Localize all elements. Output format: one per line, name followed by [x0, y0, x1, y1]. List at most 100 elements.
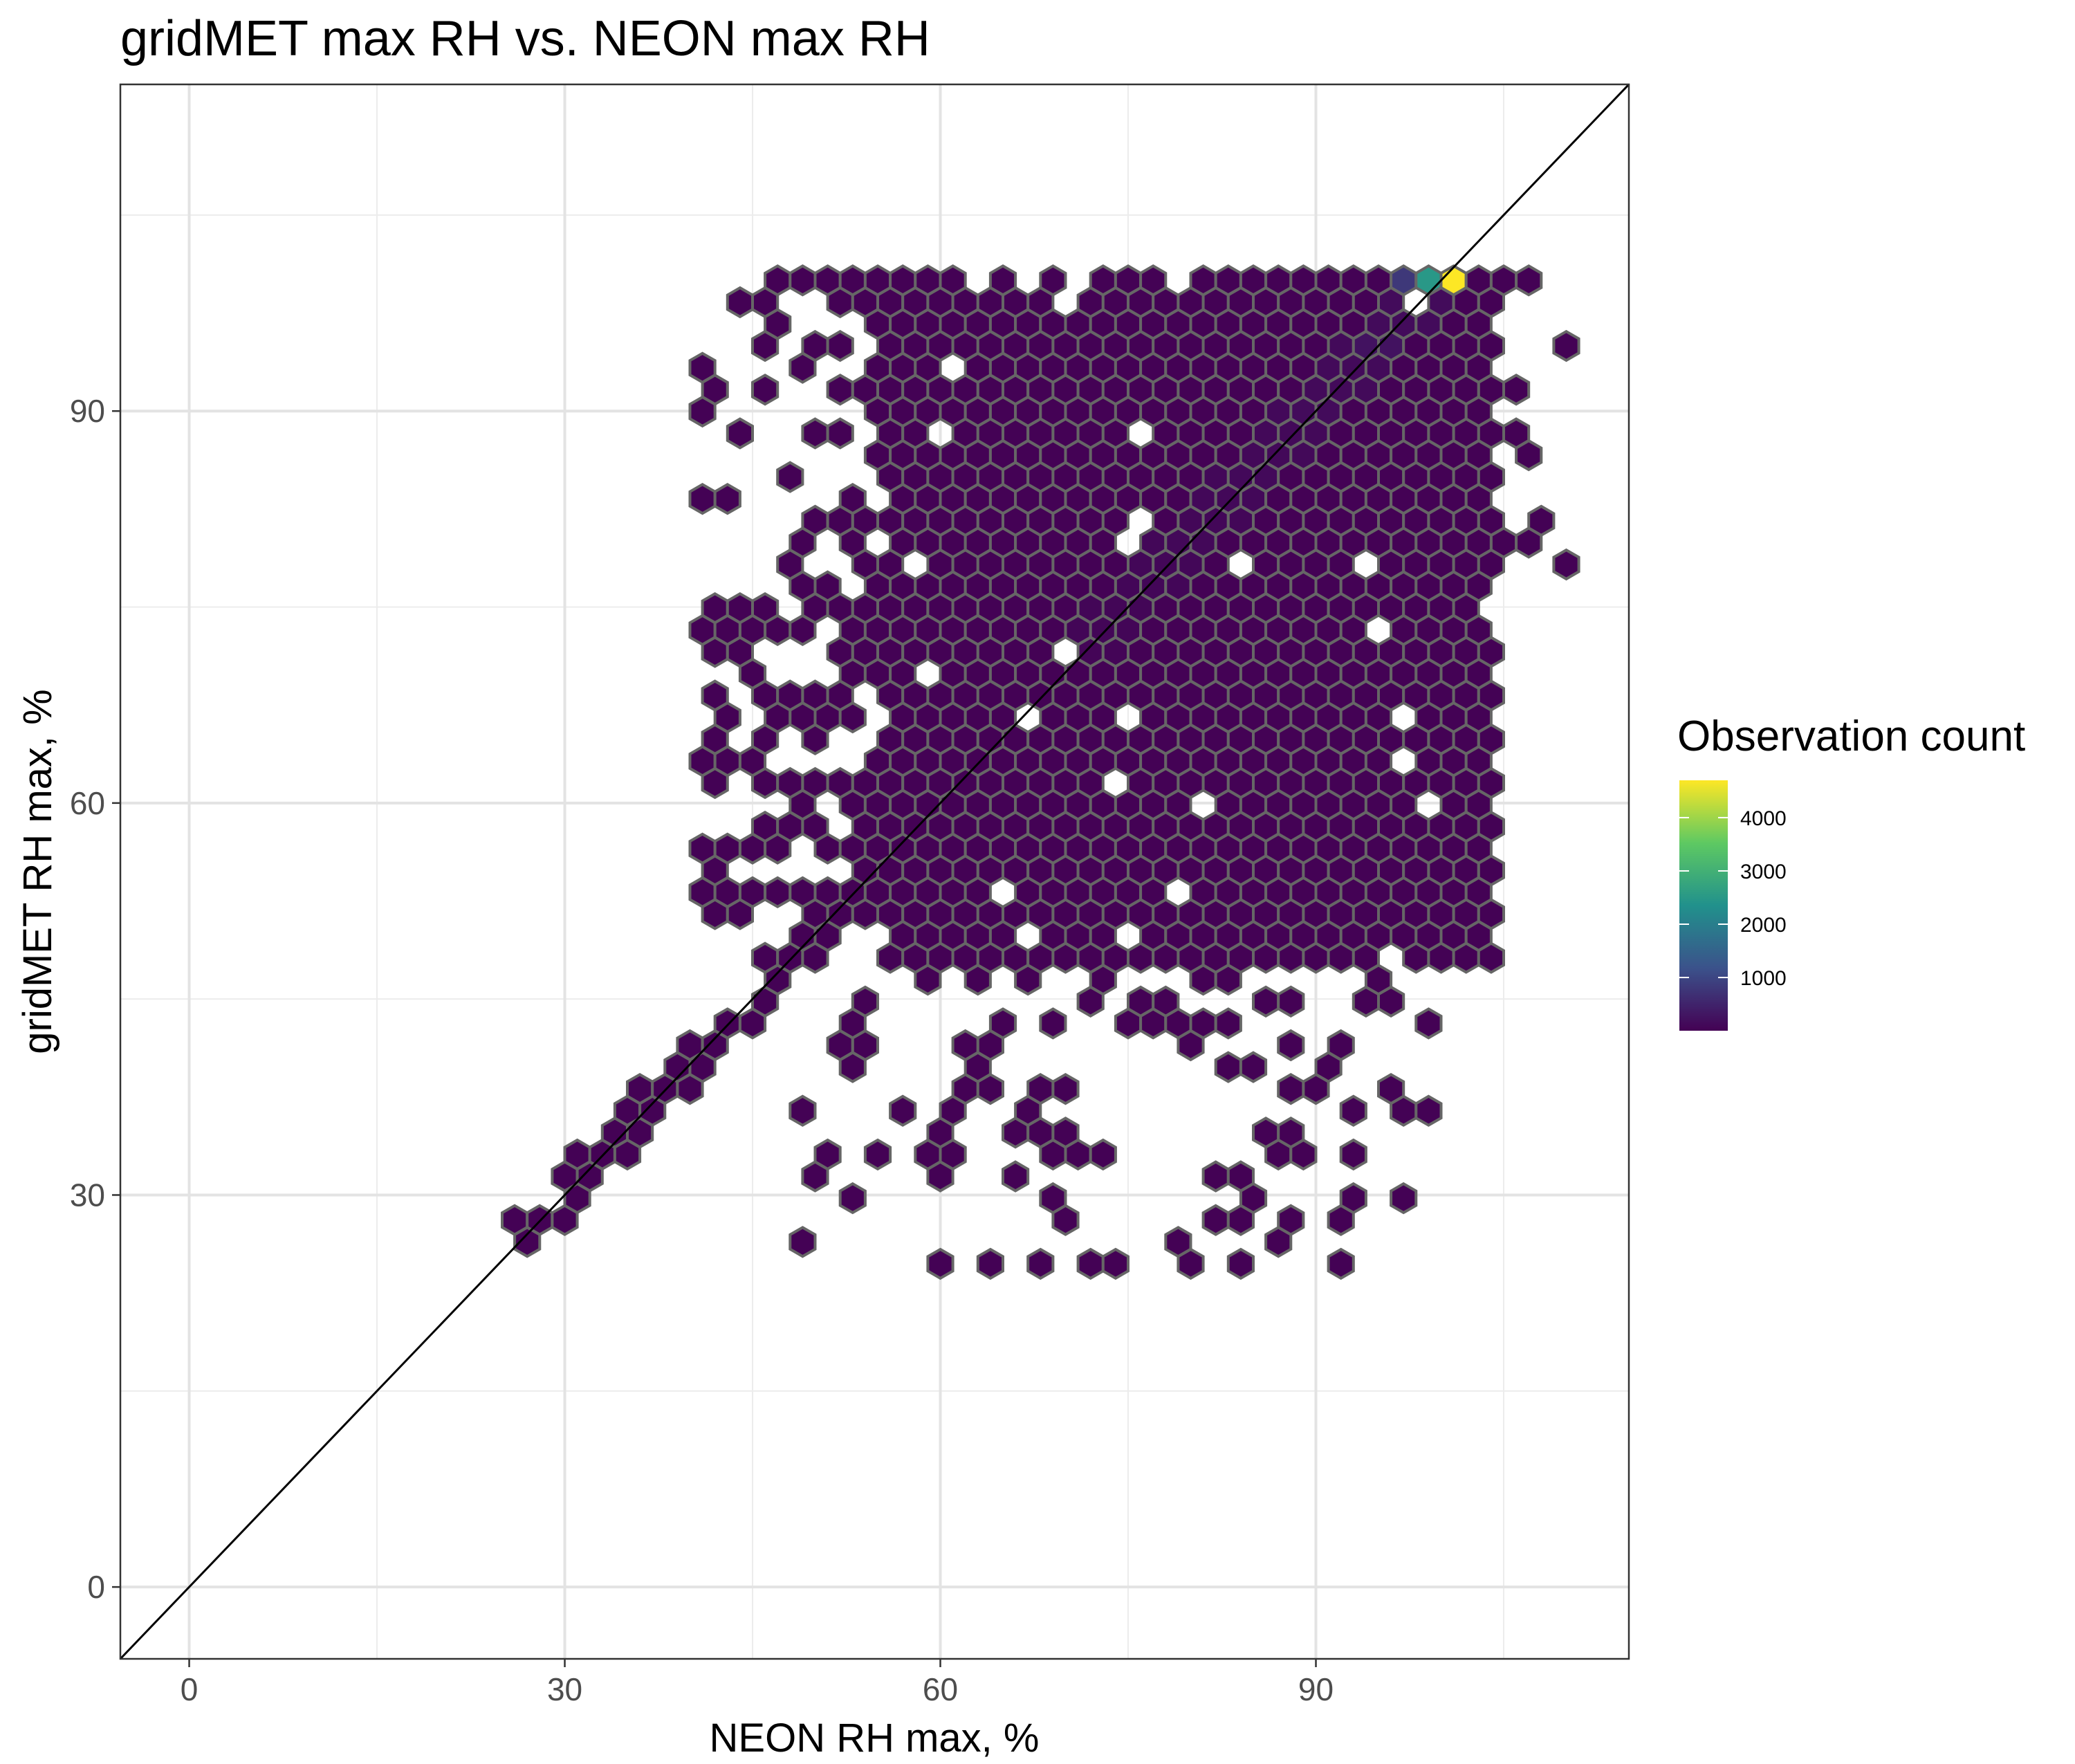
hex-bin — [776, 766, 804, 800]
hex-bin — [1089, 1138, 1117, 1171]
hex-bin — [939, 264, 967, 297]
hex-bin — [726, 591, 754, 625]
y-axis-ticks: 0 30 60 90 — [70, 393, 120, 1605]
legend-title: Observation count — [1677, 713, 2025, 760]
hex-bin — [1214, 1051, 1242, 1083]
hex-bin — [1114, 264, 1143, 297]
hex-bin — [501, 1204, 529, 1236]
hex-bin — [1026, 1072, 1055, 1105]
legend-tick-label: 2000 — [1740, 914, 1787, 937]
hex-bin — [776, 679, 804, 712]
hex-bin — [1076, 1247, 1105, 1280]
hex-bin — [1364, 264, 1393, 297]
plot-border — [119, 83, 1630, 1660]
hex-bin — [813, 264, 842, 297]
hex-bin — [1201, 1204, 1230, 1236]
hex-bin — [1414, 1007, 1443, 1040]
x-tick-label: 30 — [547, 1671, 582, 1707]
hex-bin — [1277, 1117, 1305, 1149]
hex-bin — [801, 504, 829, 538]
hex-bin — [1026, 1247, 1055, 1280]
hex-bin — [1464, 264, 1493, 297]
x-tick-label: 90 — [1298, 1671, 1334, 1707]
hex-bin — [1039, 1182, 1067, 1215]
hex-bin — [1390, 264, 1418, 297]
hex-bin — [1164, 1226, 1192, 1258]
hex-bin — [851, 985, 879, 1018]
hex-bin — [1214, 1007, 1242, 1040]
hex-bin — [1439, 264, 1468, 297]
hex-bin — [764, 264, 792, 297]
hex-bin — [1226, 1160, 1255, 1193]
hex-bin — [788, 264, 817, 297]
hex-bin — [813, 1138, 842, 1171]
y-axis-title: gridMET RH max, % — [15, 689, 60, 1054]
y-tick-label: 60 — [70, 785, 105, 821]
hex-bin — [988, 1007, 1017, 1040]
hex-bin — [801, 417, 829, 450]
hex-bin — [863, 1138, 892, 1171]
hex-bin — [889, 1094, 917, 1127]
hex-bin — [1327, 1247, 1355, 1280]
hex-bin — [738, 876, 767, 909]
hex-bin — [1051, 1072, 1080, 1105]
hex-bin — [1214, 264, 1242, 297]
hex-bin — [1139, 264, 1168, 297]
hex-bin — [626, 1072, 654, 1105]
hex-bin — [1002, 1160, 1030, 1193]
legend-tick-label: 4000 — [1740, 807, 1787, 830]
x-axis-ticks: 0 30 60 90 — [181, 1659, 1334, 1707]
hex-bin — [826, 417, 854, 450]
hex-bin — [1089, 264, 1117, 297]
hex-bin — [1327, 1029, 1355, 1062]
legend-tick-label: 1000 — [1740, 967, 1787, 990]
hex-bin — [726, 286, 754, 319]
hex-bin — [1289, 264, 1318, 297]
hex-bin — [1552, 329, 1580, 362]
hex-bin — [1377, 1072, 1405, 1105]
hex-bin — [751, 810, 780, 843]
legend-tick-label: 3000 — [1740, 861, 1787, 883]
hex-bins — [501, 264, 1580, 1280]
hex-bin — [1489, 264, 1518, 297]
hex-bin — [788, 876, 817, 909]
legend-ticks: 1000 2000 3000 4000 — [1679, 807, 1787, 990]
hex-bin — [1552, 548, 1580, 581]
hex-bin — [813, 570, 842, 603]
hex-bin — [1189, 264, 1217, 297]
hex-bin — [1277, 1204, 1305, 1236]
hex-bin — [1502, 417, 1531, 450]
hex-bin — [1252, 1117, 1280, 1149]
y-tick-label: 0 — [87, 1569, 105, 1605]
hex-bin — [701, 591, 729, 625]
hex-bin — [1339, 1182, 1367, 1215]
hex-bin — [801, 329, 829, 362]
hex-bin — [926, 1247, 954, 1280]
hex-bin — [751, 374, 780, 406]
hex-bin — [713, 832, 741, 865]
hex-bin — [1314, 264, 1343, 297]
hex-bin — [788, 1094, 817, 1127]
hex-bin — [988, 264, 1017, 297]
y-tick-label: 30 — [70, 1177, 105, 1213]
identity-line — [119, 83, 1630, 1660]
chart-title: gridMET max RH vs. NEON max RH — [120, 11, 930, 66]
hex-bin — [1339, 1094, 1367, 1127]
hex-bin — [826, 374, 854, 406]
hex-bin — [813, 876, 842, 909]
hex-bin — [776, 461, 804, 493]
hex-bin — [1264, 264, 1293, 297]
hex-bin — [976, 1247, 1004, 1280]
hex-bin — [838, 264, 867, 297]
hex-bin — [1339, 1138, 1367, 1171]
hex-bin — [726, 417, 754, 450]
hex-bin — [1127, 985, 1155, 1018]
hex-bin — [1039, 264, 1067, 297]
hex-bin — [1239, 1051, 1268, 1083]
hex-bin — [1189, 1007, 1217, 1040]
hex-bin — [1039, 1007, 1067, 1040]
hex-bin — [563, 1138, 591, 1171]
hex-bin — [826, 329, 854, 362]
hex-bin — [713, 482, 741, 515]
